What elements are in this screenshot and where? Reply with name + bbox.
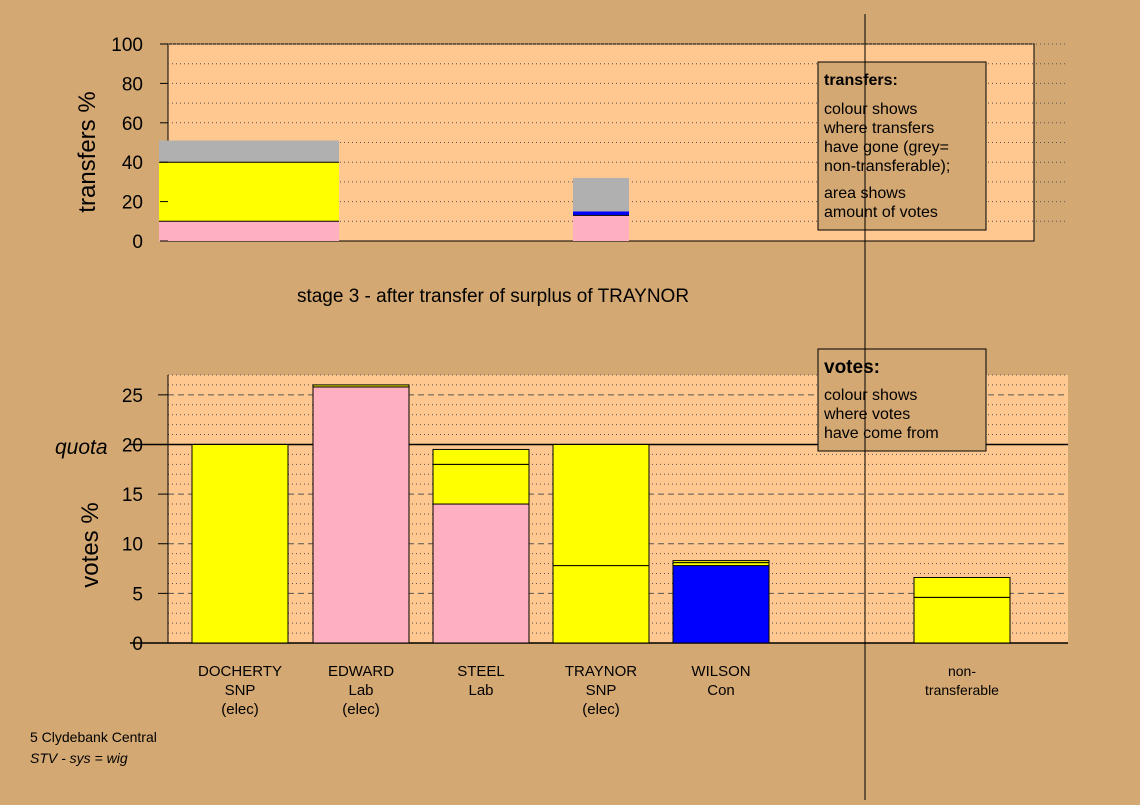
category-label: transferable (925, 682, 999, 698)
votes-legend-title: votes: (824, 357, 880, 378)
stage-title: stage 3 - after transfer of surplus of T… (297, 286, 689, 307)
y-tick-label: 100 (111, 35, 143, 56)
category-label: Lab (348, 682, 373, 699)
transfers-legend-line: have gone (grey= (824, 139, 949, 156)
category-label: SNP (586, 682, 617, 699)
transfer-segment (159, 140, 339, 163)
category-label: WILSON (691, 663, 750, 680)
category-label: Con (707, 682, 735, 699)
vote-segment (312, 384, 410, 388)
footer-system: STV - sys = wig (30, 750, 128, 766)
y-tick-label: 20 (122, 193, 143, 214)
transfers-y-axis-label: transfers % (74, 91, 101, 212)
category-label: SNP (225, 682, 256, 699)
transfer-segment (159, 162, 339, 222)
vote-segment (913, 596, 1011, 644)
vote-segment (432, 463, 530, 505)
transfers-legend-line: amount of votes (824, 204, 938, 221)
y-tick-label: 20 (122, 435, 143, 456)
vote-segment (672, 565, 770, 644)
transfer-segment (573, 211, 629, 216)
transfers-legend-line: colour shows (824, 101, 917, 118)
y-tick-label: 40 (122, 153, 143, 174)
vote-segment (191, 443, 289, 644)
votes-legend-line: where votes (823, 406, 910, 423)
category-label: non- (948, 663, 976, 679)
y-tick-label: 5 (132, 584, 143, 605)
category-label: Lab (468, 682, 493, 699)
votes-bars (191, 384, 1011, 644)
transfers-legend-line: where transfers (823, 120, 934, 137)
y-tick-label: 60 (122, 114, 143, 135)
transfer-segment (159, 221, 339, 241)
y-tick-label: 0 (132, 634, 143, 655)
y-tick-label: 0 (132, 232, 143, 253)
category-label: TRAYNOR (565, 663, 637, 680)
category-label: EDWARD (328, 663, 394, 680)
vote-segment (552, 565, 650, 644)
transfers-y-ticks: 0 20 40 60 80 100 (111, 35, 168, 253)
vote-segment (432, 448, 530, 465)
transfers-legend-line: non-transferable); (824, 158, 950, 175)
vote-segment (312, 386, 410, 644)
transfers-bars (159, 140, 629, 241)
transfer-segment (573, 177, 629, 212)
category-label: STEEL (457, 663, 505, 680)
footer-constituency: 5 Clydebank Central (30, 729, 157, 745)
transfers-legend: transfers: colour shows where transfers … (817, 61, 987, 231)
category-label: (elec) (582, 701, 620, 718)
vote-segment (552, 443, 650, 567)
y-tick-label: 10 (122, 535, 143, 556)
transfers-legend-title: transfers: (824, 72, 898, 89)
vote-segment (432, 503, 530, 644)
transfer-segment (573, 215, 629, 241)
votes-legend: votes: colour shows where votes have com… (817, 348, 987, 452)
y-tick-label: 25 (122, 386, 143, 407)
vote-segment (913, 576, 1011, 598)
y-tick-label: 80 (122, 74, 143, 95)
votes-category-labels: DOCHERTY SNP (elec) EDWARD Lab (elec) STEEL Lab… (198, 663, 999, 718)
votes-y-axis-label: votes % (77, 502, 104, 587)
votes-legend-line: have come from (824, 425, 939, 442)
votes-legend-line: colour shows (824, 387, 917, 404)
category-label: (elec) (221, 701, 259, 718)
y-tick-label: 15 (122, 485, 143, 506)
quota-label: quota (55, 436, 108, 459)
category-label: DOCHERTY (198, 663, 282, 680)
category-label: (elec) (342, 701, 380, 718)
vote-segment (672, 560, 770, 564)
votes-y-ticks: 0 5 10 15 20 25 (122, 386, 168, 655)
